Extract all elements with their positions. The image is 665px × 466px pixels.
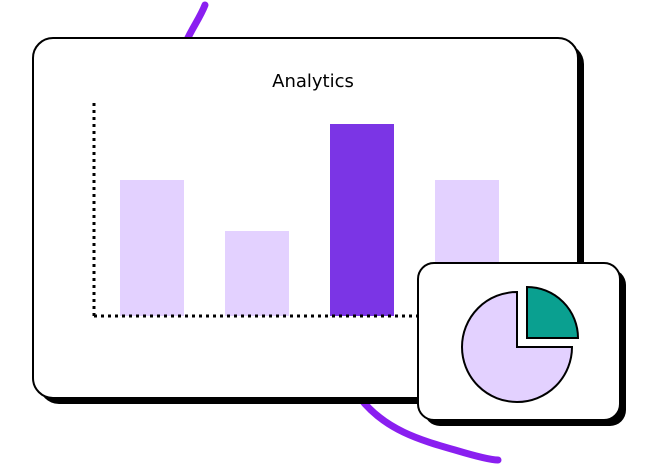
pie-slice xyxy=(526,285,580,339)
bar xyxy=(330,124,394,316)
pie-card xyxy=(417,262,621,421)
decor-curve-top xyxy=(182,1,209,46)
card-title: Analytics xyxy=(272,71,354,92)
bar xyxy=(120,180,184,316)
pie-slice xyxy=(461,290,574,403)
decor-curve-bottom xyxy=(356,394,502,464)
bar xyxy=(225,231,289,316)
